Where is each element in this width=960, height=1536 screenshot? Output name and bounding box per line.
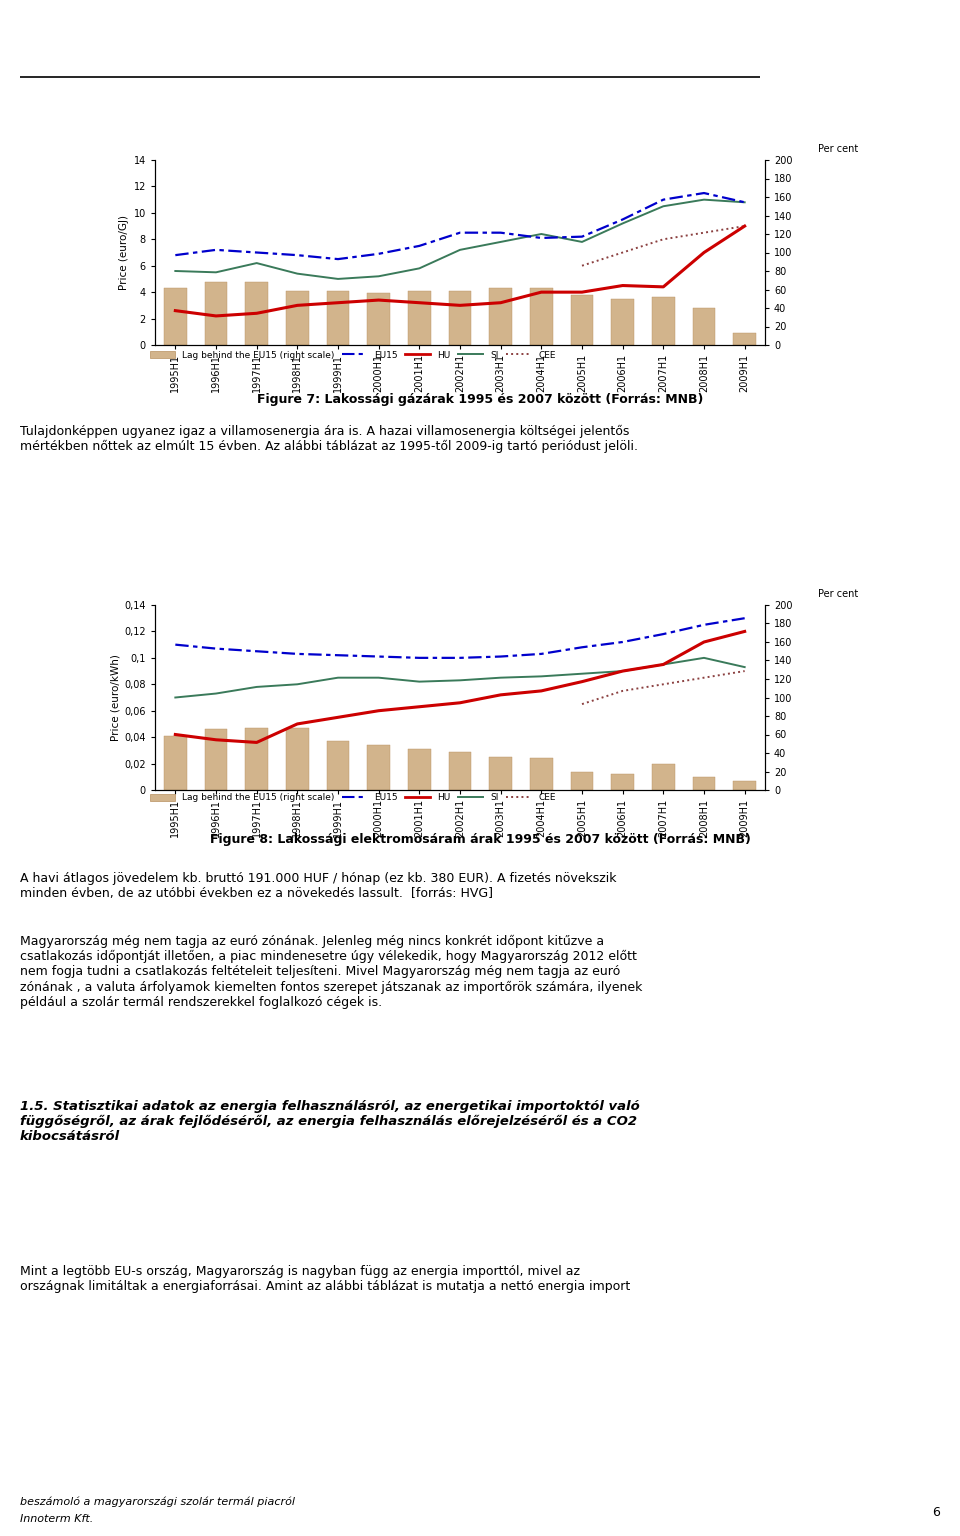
Text: Magyarország még nem tagja az euró zónának. Jelenleg még nincs konkrét időpont k: Magyarország még nem tagja az euró zónán… bbox=[20, 935, 642, 1009]
Text: Figure 7: Lakossági gázárak 1995 és 2007 között (Forrás: MNB): Figure 7: Lakossági gázárak 1995 és 2007… bbox=[257, 393, 703, 406]
Bar bbox=[652, 763, 675, 790]
Bar bbox=[164, 736, 186, 790]
Bar bbox=[490, 289, 512, 346]
Bar bbox=[693, 777, 715, 790]
Bar bbox=[286, 290, 308, 346]
Text: beszámoló a magyarországi szolár termál piacról: beszámoló a magyarországi szolár termál … bbox=[20, 1498, 295, 1507]
Bar bbox=[408, 750, 430, 790]
Text: 1.5. Statisztikai adatok az energia felhasználásról, az energetikai importoktól : 1.5. Statisztikai adatok az energia felh… bbox=[20, 1100, 639, 1143]
Bar bbox=[733, 333, 756, 346]
Bar bbox=[368, 745, 390, 790]
Bar bbox=[246, 728, 268, 790]
Bar bbox=[204, 730, 228, 790]
Text: Per cent: Per cent bbox=[818, 144, 858, 155]
Bar bbox=[204, 281, 228, 346]
Bar bbox=[368, 293, 390, 346]
Bar bbox=[693, 309, 715, 346]
Bar bbox=[490, 757, 512, 790]
Y-axis label: Price (euro/GJ): Price (euro/GJ) bbox=[119, 215, 130, 290]
Text: Tulajdonképpen ugyanez igaz a villamosenergia ára is. A hazai villamosenergia kö: Tulajdonképpen ugyanez igaz a villamosen… bbox=[20, 425, 638, 453]
Text: Per cent: Per cent bbox=[818, 590, 858, 599]
Bar bbox=[612, 774, 634, 790]
Bar bbox=[530, 289, 553, 346]
Bar bbox=[408, 290, 430, 346]
Bar bbox=[326, 740, 349, 790]
Bar bbox=[571, 295, 593, 346]
Bar bbox=[530, 759, 553, 790]
Bar bbox=[286, 728, 308, 790]
Bar bbox=[449, 290, 471, 346]
Bar bbox=[733, 780, 756, 790]
Legend: Lag behind the EU15 (right scale), EU15, HU, SI, CEE: Lag behind the EU15 (right scale), EU15,… bbox=[150, 350, 556, 359]
Bar bbox=[326, 290, 349, 346]
Text: Innoterm Kft.: Innoterm Kft. bbox=[20, 1514, 93, 1525]
Text: 6: 6 bbox=[932, 1507, 940, 1519]
Bar bbox=[612, 298, 634, 346]
Text: A havi átlagos jövedelem kb. bruttó 191.000 HUF / hónap (ez kb. 380 EUR). A fize: A havi átlagos jövedelem kb. bruttó 191.… bbox=[20, 872, 616, 900]
Bar bbox=[164, 289, 186, 346]
Text: Figure 8: Lakossági elektromosáram árak 1995 és 2007 között (Forrás: MNB): Figure 8: Lakossági elektromosáram árak … bbox=[209, 833, 751, 845]
Legend: Lag behind the EU15 (right scale), EU15, HU, SI, CEE: Lag behind the EU15 (right scale), EU15,… bbox=[150, 794, 556, 802]
Y-axis label: Price (euro/kWh): Price (euro/kWh) bbox=[110, 654, 120, 740]
Bar bbox=[571, 771, 593, 790]
Text: Mint a legtöbb EU-s ország, Magyarország is nagyban függ az energia importtól, m: Mint a legtöbb EU-s ország, Magyarország… bbox=[20, 1266, 631, 1293]
Bar bbox=[246, 281, 268, 346]
Bar bbox=[449, 751, 471, 790]
Bar bbox=[652, 298, 675, 346]
